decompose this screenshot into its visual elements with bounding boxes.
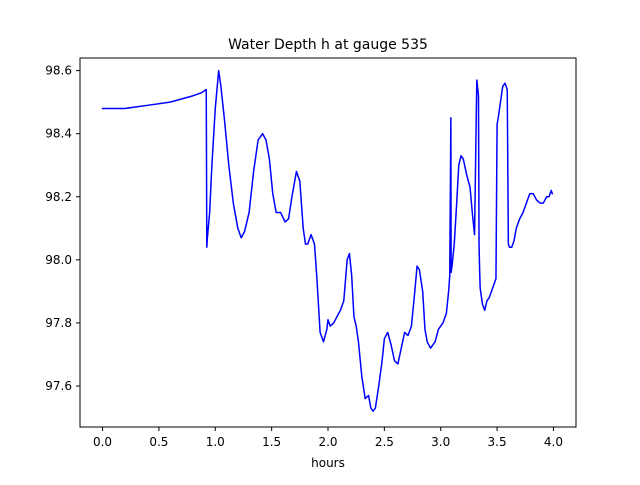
- x-tick-label: 1.5: [262, 435, 281, 449]
- y-tick-label: 98.2: [45, 190, 72, 204]
- x-tick-label: 3.0: [431, 435, 450, 449]
- y-tick-label: 97.6: [45, 379, 72, 393]
- x-tick-label: 2.0: [318, 435, 337, 449]
- x-tick-label: 4.0: [544, 435, 563, 449]
- x-tick-label: 3.5: [488, 435, 507, 449]
- y-tick-label: 98.4: [45, 127, 72, 141]
- series-line-0: [101, 69, 554, 412]
- chart-title: Water Depth h at gauge 535: [228, 37, 428, 53]
- x-tick-label: 0.5: [149, 435, 168, 449]
- y-tick-label: 98.0: [45, 253, 72, 267]
- y-tick-label: 98.6: [45, 64, 72, 78]
- x-axis-label: hours: [311, 456, 345, 470]
- x-tick-label: 0.0: [93, 435, 112, 449]
- plot-layer: 0.0 0.5 1.0 1.5 2.0 2.5 3.0 3.5 4.0 97.6 97.8 98.0 9…: [45, 57, 577, 449]
- y-tick-label: 97.8: [45, 316, 72, 330]
- x-tick-label: 1.0: [206, 435, 225, 449]
- x-tick-label: 2.5: [375, 435, 394, 449]
